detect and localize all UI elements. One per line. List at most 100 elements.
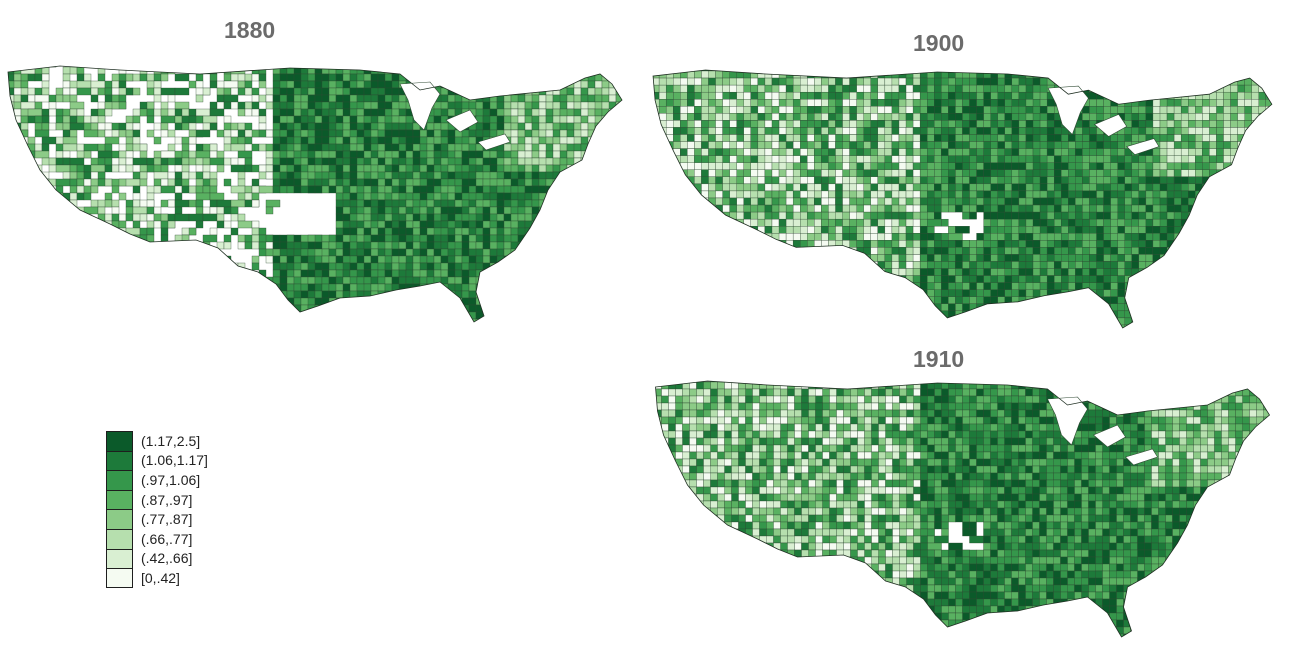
county-cell <box>623 312 630 319</box>
county-cell <box>510 304 519 313</box>
county-cell <box>580 206 596 215</box>
county-cell <box>461 73 477 82</box>
county-cell <box>146 241 162 250</box>
county-cell <box>160 122 169 131</box>
county-cell <box>559 192 575 201</box>
county-cell <box>1237 70 1245 79</box>
county-cell <box>468 136 477 145</box>
county-cell <box>104 66 113 68</box>
county-cell <box>842 190 850 199</box>
county-cell <box>905 77 914 86</box>
county-cell <box>615 178 622 187</box>
county-cell <box>1089 70 1104 79</box>
county-cell <box>1068 141 1076 149</box>
county-cell <box>1011 148 1020 156</box>
county-cell <box>20 290 29 299</box>
county-cell <box>447 80 456 89</box>
county-cell <box>0 270 7 277</box>
county-cell <box>356 192 365 201</box>
county-cell <box>447 94 456 103</box>
county-cell <box>1011 197 1020 206</box>
county-cell <box>1202 120 1210 128</box>
county-cell <box>531 122 540 131</box>
county-cell <box>308 326 322 333</box>
county-cell <box>898 134 907 142</box>
county-cell <box>398 227 407 236</box>
county-cell <box>785 211 794 220</box>
county-cell <box>90 297 99 306</box>
county-cell <box>447 108 456 117</box>
county-cell <box>658 91 667 100</box>
county-cell <box>314 115 323 124</box>
county-cell <box>34 199 50 208</box>
county-cell <box>912 69 928 72</box>
county-cell <box>1131 84 1140 93</box>
county-cell <box>489 283 498 292</box>
county-cell <box>307 94 316 103</box>
county-cell <box>405 297 414 306</box>
county-cell <box>482 122 491 131</box>
county-cell <box>496 87 512 96</box>
county-cell <box>573 115 582 124</box>
county-cell <box>244 80 253 89</box>
county-cell <box>209 227 218 236</box>
county-cell <box>447 136 456 145</box>
county-cell <box>8 185 15 194</box>
county-cell <box>55 122 64 131</box>
county-cell <box>70 326 77 333</box>
county-cell <box>559 206 568 215</box>
county-cell <box>1216 69 1224 72</box>
county-cell <box>1075 148 1083 156</box>
county-cell <box>181 318 190 322</box>
county-cell <box>517 311 533 320</box>
county-cell <box>293 297 302 306</box>
county-cell <box>174 318 190 322</box>
county-cell <box>637 179 644 186</box>
county-cell <box>181 178 190 187</box>
county-cell <box>97 87 106 96</box>
county-cell <box>559 241 568 250</box>
county-cell <box>1273 177 1280 184</box>
county-cell <box>448 326 455 333</box>
county-cell <box>990 141 998 149</box>
county-cell <box>510 241 519 250</box>
county-cell <box>90 241 99 250</box>
county-cell <box>153 108 162 117</box>
county-cell <box>580 220 596 229</box>
county-cell <box>976 127 984 135</box>
county-cell <box>258 227 267 236</box>
county-cell <box>587 241 596 250</box>
county-cell <box>849 120 857 128</box>
county-cell <box>461 269 470 278</box>
county-cell <box>1258 197 1266 206</box>
county-cell <box>468 262 477 271</box>
county-cell <box>391 241 400 250</box>
county-cell <box>419 269 428 278</box>
county-cell <box>461 143 470 152</box>
county-cell <box>722 148 730 156</box>
county-cell <box>209 206 218 215</box>
county-cell <box>335 101 344 110</box>
county-cell <box>1202 91 1210 100</box>
county-cell <box>673 183 688 192</box>
county-cell <box>8 213 22 222</box>
county-cell <box>814 169 822 177</box>
county-cell <box>391 318 400 322</box>
county-cell <box>842 211 850 220</box>
county-cell <box>962 69 977 72</box>
county-cell <box>1173 70 1182 79</box>
county-cell <box>785 162 794 170</box>
county-cell <box>34 94 50 103</box>
county-cell <box>293 241 302 250</box>
county-cell <box>983 176 991 185</box>
county-cell <box>20 276 29 285</box>
county-cell <box>426 220 435 229</box>
county-cell <box>377 80 386 89</box>
county-cell <box>856 84 864 93</box>
county-cell <box>391 122 400 131</box>
county-cell <box>433 129 442 138</box>
county-cell <box>188 136 197 145</box>
county-cell <box>785 91 794 100</box>
county-cell <box>1237 141 1252 149</box>
county-cell <box>623 130 630 137</box>
